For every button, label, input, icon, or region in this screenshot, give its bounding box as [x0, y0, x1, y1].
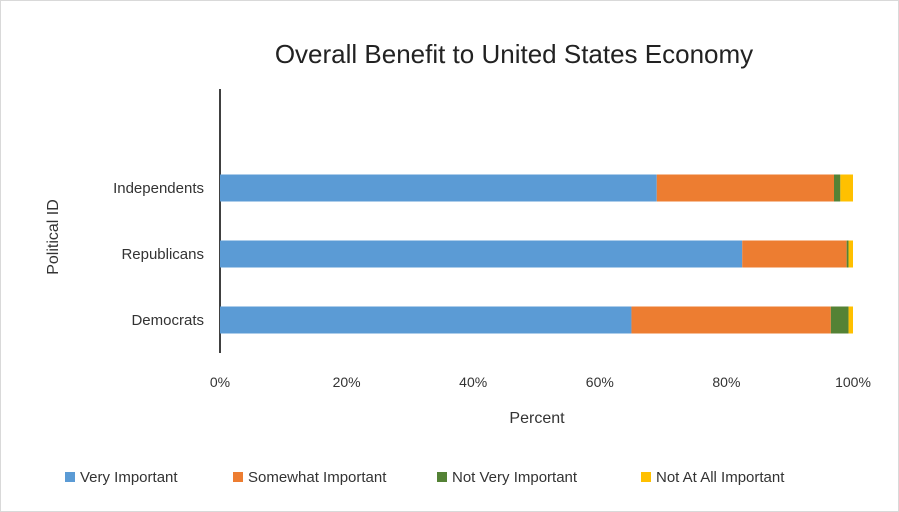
legend-swatch	[65, 472, 75, 482]
x-tick-labels: 0% 20% 40% 60% 80% 100%	[210, 374, 871, 390]
x-tick-label: 40%	[459, 374, 487, 390]
bars-group	[220, 174, 853, 334]
x-tick-label: 60%	[586, 374, 614, 390]
bar-independents-not-very-important	[834, 174, 841, 202]
legend-label: Very Important	[80, 469, 178, 486]
x-tick-label: 100%	[835, 374, 871, 390]
bar-republicans-very-important	[220, 240, 743, 268]
x-tick-label: 0%	[210, 374, 230, 390]
legend-label: Somewhat Important	[248, 469, 387, 486]
legend-swatch	[437, 472, 447, 482]
bar-republicans-somewhat-important	[742, 240, 847, 268]
bar-democrats-somewhat-important	[631, 306, 831, 334]
category-labels: Independents Republicans Democrats	[113, 180, 204, 329]
category-label-republicans: Republicans	[121, 246, 204, 263]
legend-label: Not At All Important	[656, 469, 785, 486]
category-label-democrats: Democrats	[131, 312, 204, 329]
x-tick-label: 20%	[333, 374, 361, 390]
bar-republicans-not-very-important	[846, 240, 849, 268]
bar-independents-somewhat-important	[656, 174, 835, 202]
bar-republicans-not-at-all-important	[848, 240, 853, 268]
y-axis-label: Political ID	[45, 199, 62, 275]
bar-independents-very-important	[220, 174, 657, 202]
x-tick-label: 80%	[712, 374, 740, 390]
legend-swatch	[641, 472, 651, 482]
x-axis-label: Percent	[509, 410, 565, 427]
legend-label: Not Very Important	[452, 469, 578, 486]
bar-independents-not-at-all-important	[840, 174, 853, 202]
legend-item-somewhat-important: Somewhat Important	[233, 469, 387, 486]
legend-swatch	[233, 472, 243, 482]
legend-item-very-important: Very Important	[65, 469, 178, 486]
category-label-independents: Independents	[113, 180, 204, 197]
legend-item-not-very-important: Not Very Important	[437, 469, 578, 486]
bar-democrats-very-important	[220, 306, 632, 334]
bar-democrats-not-very-important	[830, 306, 849, 334]
bar-democrats-not-at-all-important	[848, 306, 853, 334]
chart-title: Overall Benefit to United States Economy	[275, 39, 753, 69]
legend-item-not-at-all-important: Not At All Important	[641, 469, 785, 486]
legend: Very Important Somewhat Important Not Very…	[65, 469, 785, 486]
